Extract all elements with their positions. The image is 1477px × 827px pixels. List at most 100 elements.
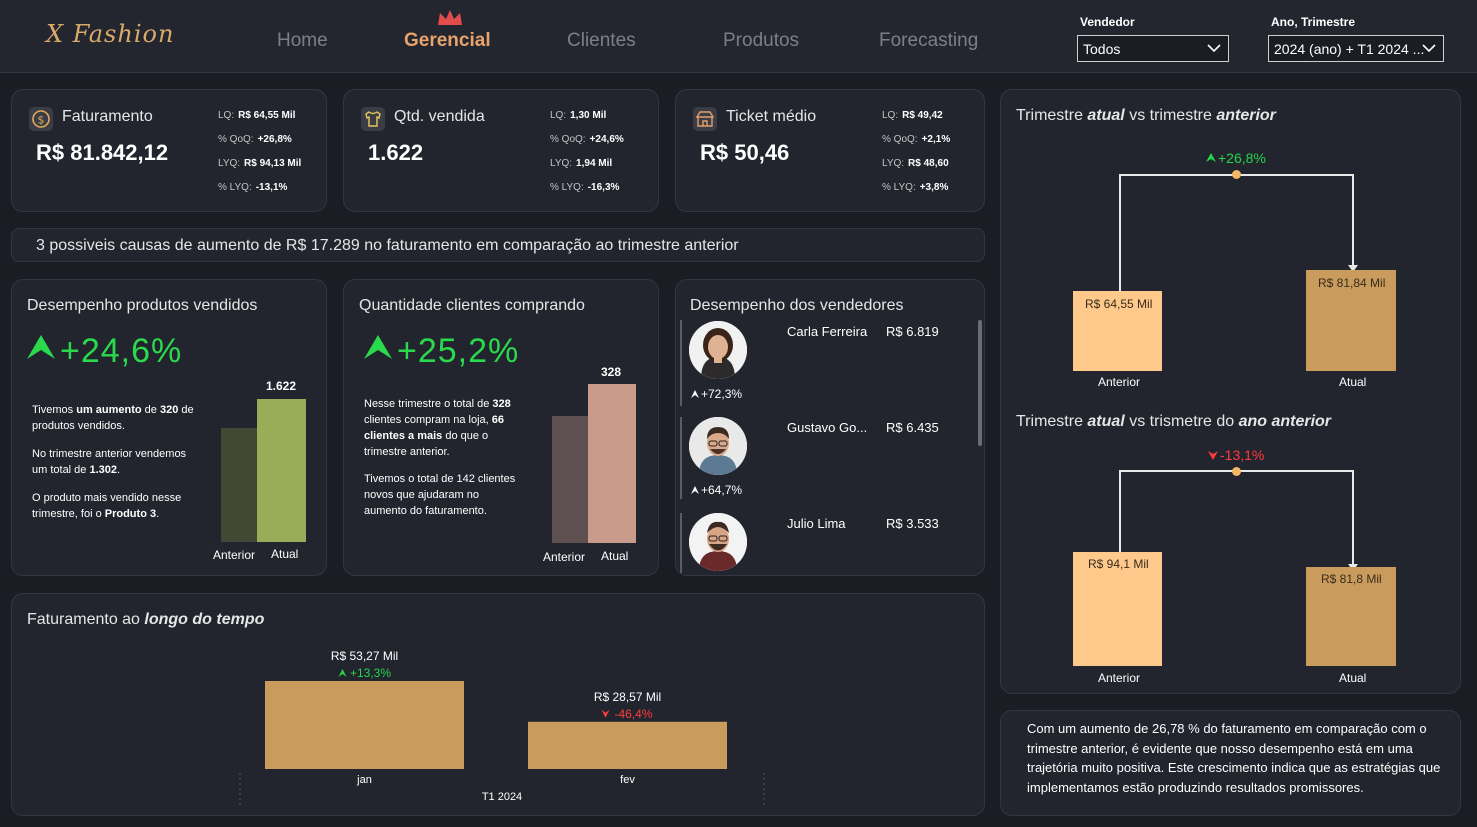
kpi-title: Faturamento <box>62 108 153 125</box>
x-label-anterior: Anterior <box>213 548 256 562</box>
card-title: Quantidade clientes comprando <box>359 297 585 314</box>
tempo-group-label: T1 2024 <box>482 791 522 803</box>
x-label-anterior: Anterior <box>543 550 586 564</box>
clientes-text-2: Tivemos o total de 142 clientes novos qu… <box>364 473 516 517</box>
avatar <box>689 321 747 379</box>
stat-value: +24,6% <box>589 134 624 145</box>
vendedor-name: Carla Ferreira <box>787 324 868 339</box>
bar-atual <box>588 384 636 543</box>
stat-key: % LYQ: <box>218 182 252 193</box>
vendedor-name: Julio Lima <box>787 516 846 531</box>
arrow-up-icon <box>338 669 347 677</box>
nav-home[interactable]: Home <box>277 30 328 51</box>
stat-key: LQ: <box>550 110 567 121</box>
connector-line <box>1119 174 1121 292</box>
arrow-up-icon <box>691 486 699 494</box>
vendedores-scrollbar[interactable] <box>978 320 982 446</box>
tempo-bar <box>265 681 464 769</box>
x-label-atual: Atual <box>601 549 629 563</box>
arrow-up-icon <box>691 390 699 398</box>
bar-value-label: R$ 81,8 Mil <box>1321 572 1382 586</box>
kpi-title: Ticket médio <box>726 108 817 125</box>
kpi-value: 1.622 <box>368 140 424 165</box>
kpi-ticket-card: Ticket médio R$ 50,46 LQ: R$ 49,42 % QoQ:… <box>675 89 985 212</box>
x-label-atual: Atual <box>271 547 299 561</box>
kpi-value: R$ 50,46 <box>700 140 790 165</box>
banner-text: 3 possiveis causas de aumento de R$ 17.2… <box>36 237 739 254</box>
arrow-up-icon <box>364 335 392 359</box>
connector-line <box>1352 174 1354 266</box>
trimestre-title-1: Trimestre atual vs trimestre anterior <box>1016 107 1276 124</box>
nav-gerencial[interactable]: Gerencial <box>404 30 491 51</box>
bar-value-label: R$ 94,1 Mil <box>1088 557 1149 571</box>
stat-value: R$ 94,13 Mil <box>244 158 302 169</box>
tempo-x-label: jan <box>356 774 372 786</box>
bar-value-label: R$ 64,55 Mil <box>1085 297 1153 311</box>
kpi-title: Qtd. vendida <box>394 108 485 125</box>
bar-atual <box>1306 567 1396 666</box>
stat-key: LYQ: <box>550 158 573 169</box>
stat-key: LYQ: <box>882 158 905 169</box>
periodo-label: Ano, Trimestre <box>1271 15 1356 29</box>
brand-logo: X Fashion <box>46 20 175 48</box>
vendedor-name: Gustavo Go... <box>787 420 868 435</box>
connector-dot <box>1232 467 1241 476</box>
stat-key: % LYQ: <box>550 182 584 193</box>
row-divider <box>680 417 682 499</box>
clientes-text-1: Nesse trimestre o total de 328 clientes … <box>364 398 511 458</box>
avatar <box>689 513 747 571</box>
stat-value: 1,94 Mil <box>576 158 613 169</box>
person-avatar-icon <box>689 417 747 475</box>
x-label-anterior: Anterior <box>1098 671 1141 685</box>
card-title: Desempenho produtos vendidos <box>27 297 258 314</box>
stat-value: 1,30 Mil <box>570 110 607 121</box>
kpi-faturamento-card: $ Faturamento R$ 81.842,12 LQ: R$ 64,55 M… <box>11 89 327 212</box>
arrow-down-icon <box>1208 451 1218 460</box>
person-avatar-icon <box>689 321 747 379</box>
bar-value-label: R$ 81,84 Mil <box>1318 276 1386 290</box>
produtos-text-3: O produto mais vendido nesse trimestre, … <box>32 492 182 520</box>
row-divider <box>680 513 682 573</box>
stat-key: % QoQ: <box>882 134 918 145</box>
bar-value-label: 328 <box>601 365 622 379</box>
vendedor-label: Vendedor <box>1080 15 1135 29</box>
kpi-stats: LQ: R$ 49,42 % QoQ: +2,1% LYQ: R$ 48,60 % L… <box>882 104 950 200</box>
vendedor-value: R$ 6.819 <box>886 324 939 339</box>
card-title: Desempenho dos vendedores <box>690 297 904 314</box>
bar-value-label: 1.622 <box>266 379 297 393</box>
periodo-select[interactable]: 2024 (ano) + T1 2024 ... <box>1268 35 1444 62</box>
row-divider <box>680 320 682 406</box>
stat-key: LYQ: <box>218 158 241 169</box>
stat-value: +26,8% <box>257 134 292 145</box>
produtos-card: Desempenho produtos vendidos +24,6% Tive… <box>11 279 327 576</box>
tempo-x-label: fev <box>620 774 635 786</box>
arrow-down-icon <box>601 709 610 718</box>
growth-value: +25,2% <box>397 332 520 370</box>
stat-value: -16,3% <box>587 182 620 193</box>
nav-forecasting[interactable]: Forecasting <box>879 30 979 51</box>
vendedor-select[interactable]: Todos <box>1077 35 1229 62</box>
periodo-select-value: 2024 (ano) + T1 2024 ... <box>1274 41 1425 57</box>
produtos-text-2: No trimestre anterior vendemos um total … <box>32 448 187 476</box>
stat-value: +2,1% <box>921 134 951 145</box>
comparison-2-growth: -13,1% <box>1220 447 1265 463</box>
arrow-up-icon <box>1206 153 1216 162</box>
comparison-1-growth: +26,8% <box>1218 150 1266 166</box>
connector-line <box>1352 470 1354 566</box>
nav-clientes[interactable]: Clientes <box>567 30 636 51</box>
nav-produtos[interactable]: Produtos <box>723 30 800 51</box>
vendedor-select-value: Todos <box>1083 41 1121 57</box>
avatar <box>689 417 747 475</box>
stat-key: LQ: <box>882 110 899 121</box>
produtos-text-1: Tivemos um aumento de 320 de produtos ve… <box>32 404 194 432</box>
growth-value: +24,6% <box>60 332 183 370</box>
arrow-down-icon <box>1348 265 1358 272</box>
tempo-bar-chart: R$ 53,27 Mil +13,3% jan R$ 28,57 Mil -46,4% f… <box>239 649 765 805</box>
x-label-atual: Atual <box>1339 375 1367 389</box>
shop-icon <box>693 107 717 131</box>
x-label-atual: Atual <box>1339 671 1367 685</box>
coin-icon: $ <box>29 107 53 131</box>
stat-value: R$ 48,60 <box>908 158 949 169</box>
shirt-icon <box>361 107 385 131</box>
trimestre-title-2: Trimestre atual vs trismetre do ano ante… <box>1016 413 1332 430</box>
